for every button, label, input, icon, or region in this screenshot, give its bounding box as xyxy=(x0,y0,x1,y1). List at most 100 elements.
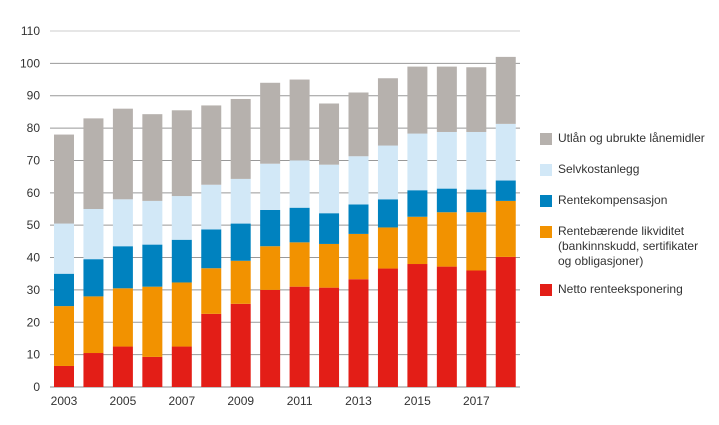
x-tick-label: 2017 xyxy=(463,394,490,408)
x-tick-label: 2007 xyxy=(168,394,195,408)
bar-segment-2014-0 xyxy=(377,268,398,387)
y-tick-label: 50 xyxy=(27,218,41,232)
bar-segment-2011-4 xyxy=(289,79,310,161)
bar-segment-2005-1 xyxy=(112,288,133,347)
bar-segment-2006-4 xyxy=(142,114,163,201)
bar-segment-2011-2 xyxy=(289,207,310,243)
bar-segment-2008-2 xyxy=(201,229,222,269)
legend-label: Rentekompensasjon xyxy=(558,193,668,207)
bar-segment-2012-1 xyxy=(319,243,340,288)
legend-label: Selvkostanlegg xyxy=(558,162,640,176)
legend-swatch xyxy=(540,226,552,238)
bar-segment-2010-2 xyxy=(260,209,281,247)
y-tick-label: 110 xyxy=(21,24,40,38)
bar-segment-2017-3 xyxy=(466,131,487,190)
bar-segment-2015-4 xyxy=(407,66,428,134)
bar-segment-2010-0 xyxy=(260,289,281,387)
bar-segment-2015-0 xyxy=(407,264,428,387)
bar-segment-2014-1 xyxy=(377,227,398,269)
y-tick-label: 100 xyxy=(20,56,40,70)
bar-segment-2009-2 xyxy=(230,223,251,261)
legend-swatch xyxy=(540,164,552,176)
y-tick-label: 90 xyxy=(27,89,41,103)
bar-segment-2003-1 xyxy=(54,306,74,366)
bar-segment-2018-0 xyxy=(495,256,516,387)
bar-segment-2010-4 xyxy=(260,82,281,164)
bar-segment-2009-0 xyxy=(230,303,251,387)
x-tick-label: 2013 xyxy=(345,394,372,408)
bar-segment-2006-1 xyxy=(142,286,163,357)
bar-segment-2010-3 xyxy=(260,163,281,210)
bar-segment-2012-4 xyxy=(319,103,340,165)
bar-segment-2017-1 xyxy=(466,212,487,271)
bar-segment-2015-2 xyxy=(407,190,428,217)
bar-segment-2014-2 xyxy=(377,199,398,228)
bar-segment-2015-3 xyxy=(407,133,428,191)
y-tick-label: 30 xyxy=(27,283,41,297)
bar-segment-2008-4 xyxy=(201,105,222,185)
bar-segment-2008-1 xyxy=(201,268,222,314)
bar-segment-2013-2 xyxy=(348,204,369,234)
x-tick-label: 2005 xyxy=(110,394,137,408)
bar-segment-2013-0 xyxy=(348,279,369,387)
bar-segment-2016-0 xyxy=(436,266,457,387)
bar-segment-2017-0 xyxy=(466,270,487,387)
bar-segment-2012-0 xyxy=(319,287,340,387)
legend-swatch xyxy=(540,284,552,296)
legend-label: Netto renteeksponering xyxy=(558,282,683,296)
bar-segment-2017-4 xyxy=(466,67,487,132)
x-tick-label: 2011 xyxy=(287,394,313,408)
bar-segment-2007-1 xyxy=(171,282,192,347)
bar-segment-2011-3 xyxy=(289,160,310,208)
bar-segment-2016-2 xyxy=(436,188,457,213)
bar-segment-2007-4 xyxy=(171,110,192,197)
bar-segment-2006-3 xyxy=(142,200,163,245)
bar-segment-2005-0 xyxy=(112,346,133,387)
y-tick-label: 40 xyxy=(27,251,41,265)
bar-segment-2013-3 xyxy=(348,156,369,205)
bar-segment-2004-0 xyxy=(83,353,104,387)
bar-segment-2007-3 xyxy=(171,196,192,240)
bar-segment-2003-0 xyxy=(54,365,74,387)
y-tick-label: 80 xyxy=(27,121,41,135)
bar-segment-2006-0 xyxy=(142,356,163,387)
bar-segment-2018-4 xyxy=(495,56,516,124)
legend-label: Utlån og ubrukte lånemidler xyxy=(558,131,705,145)
bar-segment-2009-1 xyxy=(230,260,251,304)
x-tick-label: 2015 xyxy=(404,394,431,408)
bar-segment-2003-4 xyxy=(54,134,74,224)
bar-segment-2007-0 xyxy=(171,346,192,387)
bar-segment-2014-3 xyxy=(377,145,398,200)
bar-segment-2003-2 xyxy=(54,273,74,307)
bar-segment-2009-4 xyxy=(230,98,251,179)
bar-segment-2004-4 xyxy=(83,118,104,209)
bar-segment-2004-3 xyxy=(83,209,104,260)
bar-segment-2008-3 xyxy=(201,184,222,230)
bar-segment-2015-1 xyxy=(407,216,428,265)
legend-label: Rentebærende likviditet (bankinnskudd, s… xyxy=(558,224,699,268)
y-tick-label: 60 xyxy=(27,186,41,200)
bar-segment-2014-4 xyxy=(377,78,398,146)
bar-segment-2017-2 xyxy=(466,189,487,213)
bar-segment-2006-2 xyxy=(142,244,163,287)
bar-segment-2005-3 xyxy=(112,199,133,247)
y-tick-label: 10 xyxy=(27,348,41,362)
y-tick-label: 20 xyxy=(27,315,41,329)
bar-segment-2016-3 xyxy=(436,131,457,189)
bar-segment-2008-0 xyxy=(201,313,222,387)
bar-segment-2005-2 xyxy=(112,246,133,289)
bar-segment-2004-2 xyxy=(83,259,104,297)
bar-segment-2013-4 xyxy=(348,92,369,157)
bar-segment-2007-2 xyxy=(171,239,192,283)
bar-segment-2012-2 xyxy=(319,213,340,244)
legend-swatch xyxy=(540,195,552,207)
bar-segment-2016-4 xyxy=(436,66,457,132)
bar-segment-2018-3 xyxy=(495,123,516,181)
x-tick-label: 2009 xyxy=(227,394,254,408)
bar-segment-2003-3 xyxy=(54,223,74,274)
y-tick-label: 70 xyxy=(27,153,41,167)
legend-swatch xyxy=(540,133,552,145)
bar-segment-2010-1 xyxy=(260,246,281,290)
